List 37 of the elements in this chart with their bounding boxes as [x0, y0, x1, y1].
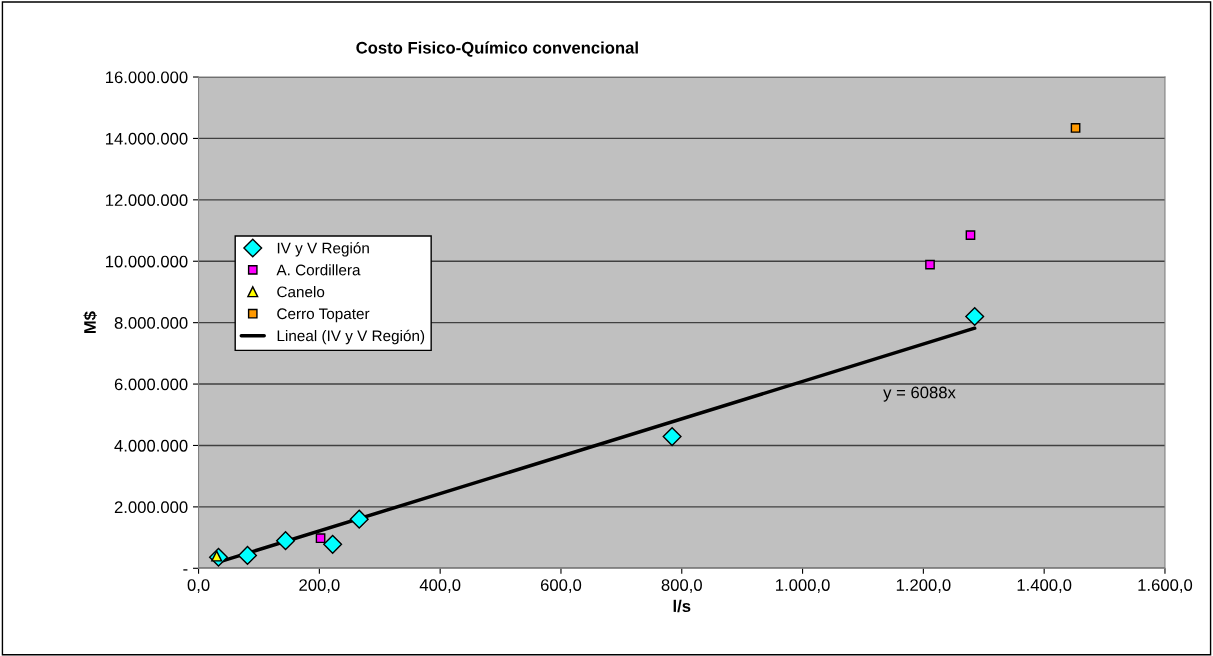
annotation: y = 6088x [883, 386, 956, 402]
y-tick-label: 2.000.000 [114, 501, 188, 514]
legend-label: Cerro Topater [277, 308, 370, 323]
y-tick-label: 16.000.000 [106, 71, 188, 84]
y-tick-label: 4.000.000 [114, 439, 188, 452]
y-tick-label: 8.000.000 [114, 317, 188, 329]
y-tick-label: 10.000.000 [106, 255, 188, 268]
point [965, 306, 985, 327]
x-tick-label: 800,0 [661, 579, 702, 593]
x-tick-label: 600,0 [540, 579, 582, 593]
legend-label: Lineal (IV y V Región) [277, 329, 425, 345]
point [1070, 123, 1081, 133]
y-axis-title: M$ [83, 311, 97, 334]
legend-label: A. Cordillera [276, 264, 361, 276]
y-tick-label: 6.000.000 [114, 378, 188, 391]
point [925, 259, 935, 270]
legend-label: IV y V Región [277, 242, 369, 257]
x-axis-title: l/s [673, 599, 691, 613]
point [323, 534, 343, 554]
y-tick-label: - [183, 569, 188, 571]
y-tick-label: 14.000.000 [106, 132, 188, 145]
point [662, 427, 682, 447]
x-tick-label: 1.400,0 [1017, 579, 1072, 593]
point [315, 533, 326, 544]
x-tick-label: 1.000,0 [776, 579, 830, 593]
point [276, 531, 296, 551]
point [237, 545, 258, 565]
y-tick-label: 12.000.000 [106, 194, 188, 207]
x-tick-label: 0,0 [187, 579, 210, 593]
x-tick-label: 1.600,0 [1138, 579, 1193, 593]
x-tick-label: 400,0 [419, 579, 461, 593]
point [965, 230, 976, 241]
x-tick-label: 1.200,0 [896, 579, 951, 593]
legend-label: Canelo [277, 286, 325, 298]
x-tick-label: 200,0 [299, 579, 340, 593]
chart-title: Costo Fisico-Químico convencional [356, 41, 638, 57]
point [349, 509, 369, 529]
